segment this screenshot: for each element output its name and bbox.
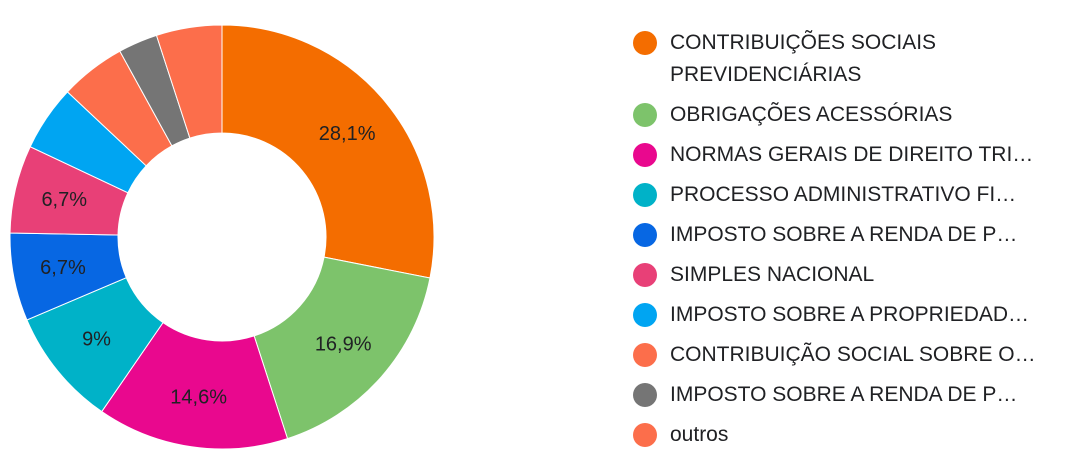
legend-item[interactable]: IMPOSTO SOBRE A PROPRIEDAD…: [633, 299, 1063, 331]
legend-swatch-icon: [633, 183, 657, 207]
legend-label: IMPOSTO SOBRE A RENDA DE P…: [670, 223, 1018, 246]
slice-data-label: 28,1%: [319, 123, 376, 145]
slice-data-label: 6,7%: [41, 189, 87, 211]
legend-label: SIMPLES NACIONAL: [670, 263, 875, 286]
legend-label: PROCESSO ADMINISTRATIVO FI…: [670, 183, 1017, 206]
legend-item[interactable]: outros: [633, 419, 1063, 451]
pie-slice[interactable]: [253, 256, 431, 440]
legend-swatch-icon: [633, 31, 657, 55]
slice-data-label: 16,9%: [315, 334, 372, 356]
legend-label: OBRIGAÇÕES ACESSÓRIAS: [670, 103, 953, 126]
slice-data-label: 9%: [82, 328, 111, 350]
chart-legend: CONTRIBUIÇÕES SOCIAIS PREVIDENCIÁRIAS OBR…: [633, 27, 1063, 459]
legend-swatch-icon: [633, 263, 657, 287]
legend-swatch-icon: [633, 143, 657, 167]
legend-item[interactable]: CONTRIBUIÇÕES SOCIAIS PREVIDENCIÁRIAS: [633, 27, 1063, 91]
legend-swatch-icon: [633, 103, 657, 127]
legend-label: IMPOSTO SOBRE A RENDA DE P…: [670, 383, 1018, 406]
legend-swatch-icon: [633, 303, 657, 327]
legend-item[interactable]: SIMPLES NACIONAL: [633, 259, 1063, 291]
legend-item[interactable]: IMPOSTO SOBRE A RENDA DE P…: [633, 379, 1063, 411]
pie-slice[interactable]: [221, 24, 435, 279]
legend-swatch-icon: [633, 383, 657, 407]
legend-item[interactable]: NORMAS GERAIS DE DIREITO TRI…: [633, 139, 1063, 171]
legend-label: IMPOSTO SOBRE A PROPRIEDAD…: [670, 303, 1030, 326]
legend-label: NORMAS GERAIS DE DIREITO TRI…: [670, 143, 1034, 166]
legend-swatch-icon: [633, 343, 657, 367]
donut-chart: 28,1% 16,9% 14,6% 9% 6,7% 6,7%: [9, 24, 435, 450]
legend-swatch-icon: [633, 423, 657, 447]
slice-data-label: 6,7%: [40, 257, 86, 279]
legend-label: outros: [670, 423, 729, 446]
legend-item[interactable]: PROCESSO ADMINISTRATIVO FI…: [633, 179, 1063, 211]
legend-label: CONTRIBUIÇÃO SOCIAL SOBRE O…: [670, 343, 1036, 366]
pie-slice[interactable]: [155, 24, 223, 139]
legend-item[interactable]: OBRIGAÇÕES ACESSÓRIAS: [633, 99, 1063, 131]
slice-data-label: 14,6%: [170, 386, 227, 408]
legend-swatch-icon: [633, 223, 657, 247]
legend-item[interactable]: CONTRIBUIÇÃO SOCIAL SOBRE O…: [633, 339, 1063, 371]
legend-item[interactable]: IMPOSTO SOBRE A RENDA DE P…: [633, 219, 1063, 251]
legend-label: CONTRIBUIÇÕES SOCIAIS PREVIDENCIÁRIAS: [670, 31, 937, 86]
pie-slice[interactable]: [101, 321, 289, 450]
